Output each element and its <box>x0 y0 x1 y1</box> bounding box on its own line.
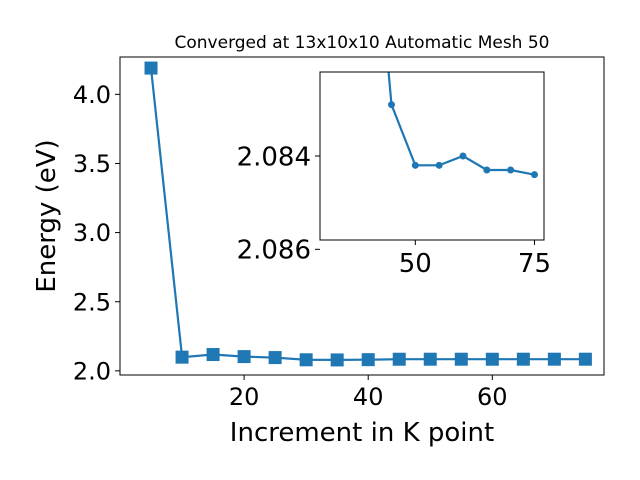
main-data-point <box>423 352 437 366</box>
main-data-point <box>547 352 561 366</box>
main-y-tick-label: 3.5 <box>73 150 111 178</box>
main-y-tick-label: 3.0 <box>73 219 111 247</box>
x-axis-label: Increment in K point <box>230 418 494 448</box>
main-data-point <box>516 352 530 366</box>
main-data-point <box>206 348 220 362</box>
main-data-point <box>144 61 158 75</box>
inset-y-tick-label: 2.086 <box>237 236 311 266</box>
main-data-point <box>268 351 282 365</box>
main-data-point <box>578 352 592 366</box>
main-axes-frame <box>119 56 605 376</box>
inset-data-point <box>459 152 467 160</box>
main-data-point <box>485 352 499 366</box>
inset-data-point <box>507 166 515 174</box>
inset-x-tick-label: 75 <box>518 249 551 279</box>
main-data-point <box>361 353 375 367</box>
inset-y-ticks: 2.084 2.086 <box>237 142 320 266</box>
main-series-group <box>144 61 592 367</box>
main-data-point <box>237 350 251 364</box>
inset-data-point <box>530 171 538 179</box>
chart-title: Converged at 13x10x10 Automatic Mesh 50 <box>175 33 550 53</box>
main-y-tick-label: 4.0 <box>73 81 111 109</box>
main-x-tick-label: 60 <box>477 383 508 411</box>
main-y-tick-label: 2.5 <box>73 288 111 316</box>
main-data-point <box>175 350 189 364</box>
inset-series-line <box>387 72 535 176</box>
main-data-point <box>392 352 406 366</box>
main-data-point <box>330 353 344 367</box>
inset-data-point <box>387 101 395 109</box>
main-y-ticks: 2.0 2.5 3.0 3.5 4.0 <box>73 81 120 385</box>
main-x-tick-label: 20 <box>229 383 260 411</box>
main-plot-area <box>144 61 592 367</box>
inset-data-point <box>435 161 443 169</box>
inset-data-point <box>483 166 491 174</box>
inset-background <box>320 72 544 240</box>
main-data-point <box>299 353 313 367</box>
main-x-ticks: 20 40 60 <box>229 375 508 411</box>
inset-x-tick-label: 50 <box>399 249 432 279</box>
main-y-tick-label: 2.0 <box>73 357 111 385</box>
y-axis-label: Energy (eV) <box>32 139 62 292</box>
main-x-tick-label: 40 <box>353 383 384 411</box>
inset-x-ticks: 50 75 <box>399 240 551 279</box>
inset-data-point <box>411 161 419 169</box>
main-data-point <box>454 352 468 366</box>
inset-y-tick-label: 2.084 <box>237 142 311 172</box>
inset-series-group <box>387 72 538 179</box>
